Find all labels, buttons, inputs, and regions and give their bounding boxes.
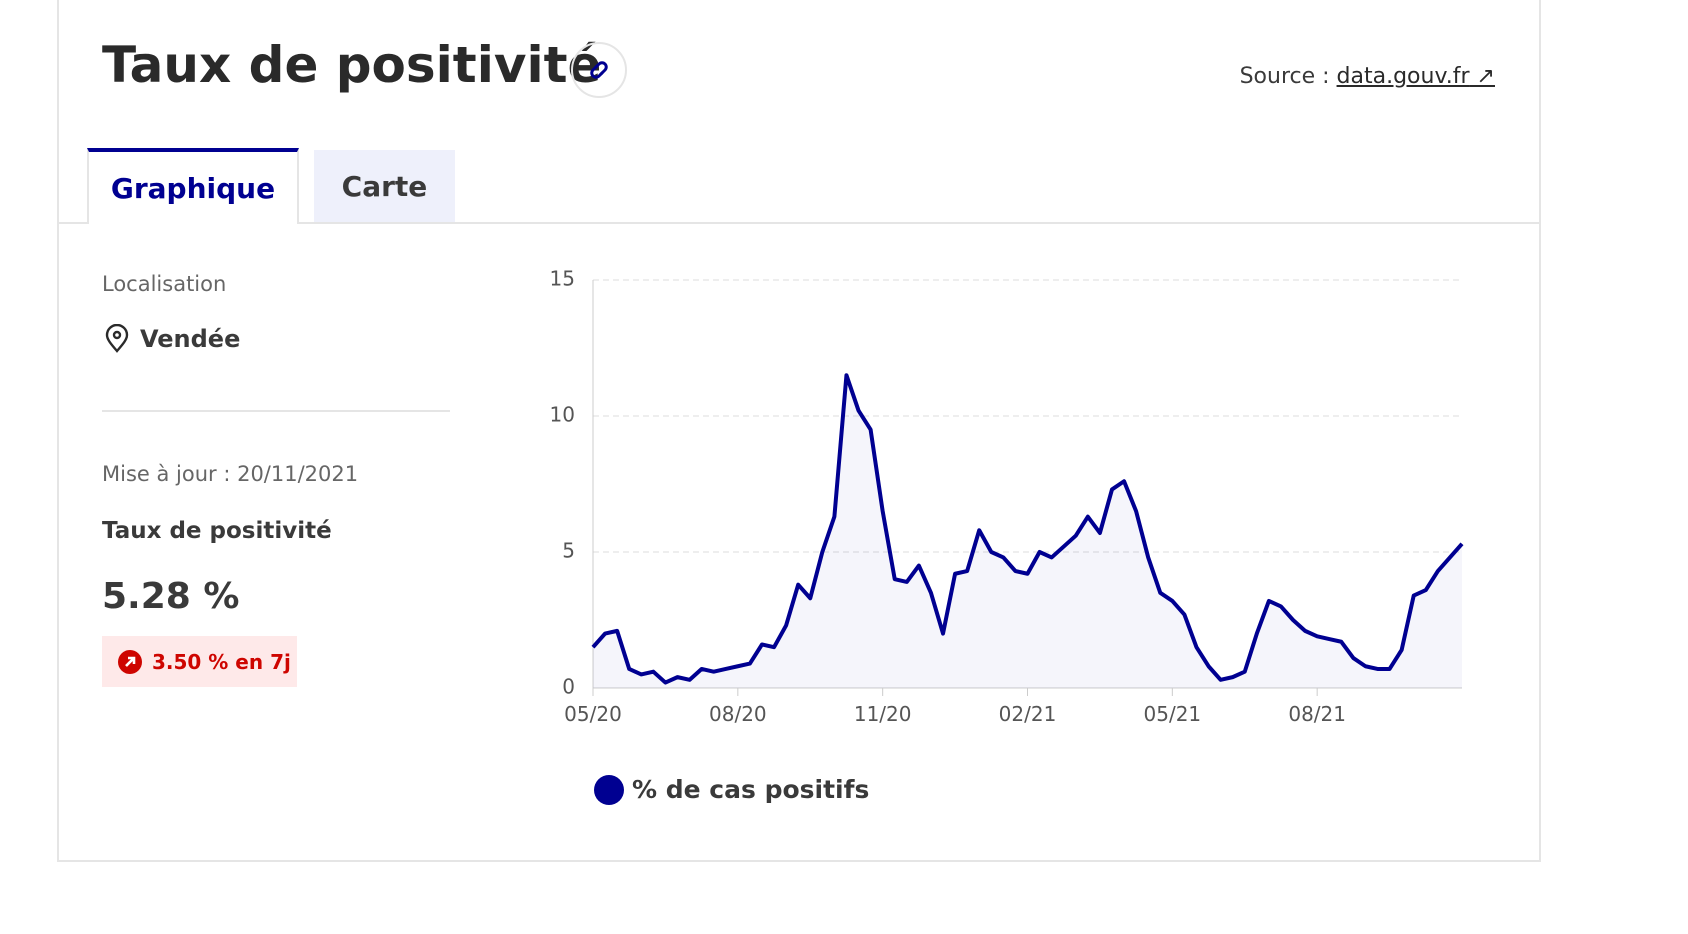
x-tick-label: 08/21 (1288, 702, 1346, 726)
source-label: Source : (1239, 64, 1330, 89)
card (57, 0, 1541, 862)
x-tick-label: 11/20 (854, 702, 912, 726)
tab[interactable]: Carte (314, 150, 455, 222)
y-tick-label: 0 (562, 675, 575, 699)
source: Source : data.gouv.fr ↗ (1240, 64, 1495, 89)
link-icon (590, 61, 608, 79)
x-tick-label: 02/21 (999, 702, 1057, 726)
legend-label: % de cas positifs (632, 775, 869, 804)
tab[interactable]: Graphique (87, 148, 299, 224)
indicator-label: Taux de positivité (102, 518, 332, 544)
source-link-text: data.gouv.fr (1336, 64, 1470, 89)
tab-border (57, 222, 1541, 224)
source-link[interactable]: data.gouv.fr ↗ (1336, 64, 1495, 89)
location-name: Vendée (140, 325, 241, 353)
x-tick-label: 08/20 (709, 702, 767, 726)
location-label: Localisation (102, 272, 227, 296)
area (593, 375, 1462, 688)
y-tick-label: 10 (550, 403, 575, 427)
indicator-value: 5.28 % (102, 576, 240, 617)
arrow-icon (118, 649, 142, 674)
change-text: 3.50 % en 7j (152, 649, 291, 674)
copy-link-button[interactable] (571, 42, 627, 98)
pin-icon (105, 324, 129, 353)
line (591, 373, 1464, 685)
location: Vendée (104, 324, 240, 354)
x-tick-label: 05/21 (1144, 702, 1202, 726)
x-tick-label: 05/20 (564, 702, 622, 726)
separator (102, 410, 450, 412)
y-tick-label: 15 (550, 267, 575, 291)
page-title: Taux de positivité (102, 36, 602, 94)
change-badge: 3.50 % en 7j (102, 636, 297, 687)
legend-marker (594, 775, 624, 805)
update-date: Mise à jour : 20/11/2021 (102, 462, 359, 486)
y-tick-label: 5 (562, 539, 575, 563)
